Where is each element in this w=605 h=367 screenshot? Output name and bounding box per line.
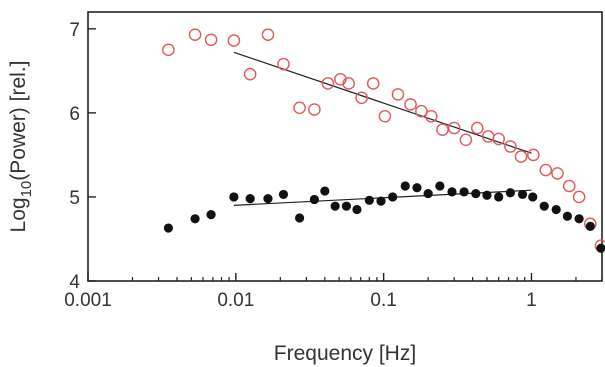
x-tick-label: 0.01 bbox=[217, 290, 254, 311]
open-circle-point bbox=[204, 33, 218, 47]
x-tick-label: 0.1 bbox=[370, 290, 396, 311]
data-markers bbox=[162, 28, 605, 253]
filled-circle-point bbox=[245, 194, 255, 204]
y-tick-label: 4 bbox=[69, 272, 80, 293]
filled-circle-point bbox=[190, 214, 200, 224]
open-circle-point bbox=[504, 140, 517, 153]
filled-circle-point bbox=[459, 187, 469, 197]
filled-circle-point bbox=[528, 192, 538, 202]
filled-circle-point bbox=[435, 181, 445, 191]
filled-circle-point bbox=[551, 204, 561, 215]
open-circle-point bbox=[227, 34, 241, 47]
x-axis-title: Frequency [Hz] bbox=[274, 342, 416, 365]
open-circle-point bbox=[342, 77, 355, 90]
open-circle-point bbox=[308, 103, 321, 116]
open-circle-point bbox=[551, 167, 564, 180]
open-circle-point bbox=[459, 133, 473, 147]
filled-circle-point bbox=[585, 221, 595, 231]
filled-circle-point bbox=[330, 201, 340, 211]
filled-circle-point bbox=[320, 186, 330, 196]
open-circle-point bbox=[243, 67, 257, 81]
filled-circle-point bbox=[482, 190, 492, 200]
open-circle-point bbox=[391, 88, 405, 101]
open-circle-point bbox=[188, 28, 202, 41]
open-circle-point bbox=[355, 91, 368, 105]
filled-circle-point bbox=[596, 243, 605, 253]
y-axis-title-main: Log bbox=[7, 197, 30, 232]
open-circle-point bbox=[277, 57, 290, 71]
filled-circle-point bbox=[364, 195, 374, 205]
filled-circle-point bbox=[341, 201, 352, 211]
open-circle-point bbox=[436, 123, 449, 136]
open-circle-point bbox=[492, 132, 505, 146]
filled-circle-point bbox=[352, 204, 362, 215]
y-axis-title: Log10(Power) [rel.] bbox=[7, 61, 35, 233]
filled-circle-point bbox=[574, 214, 584, 224]
y-axis-ticks: 4 5 6 7 bbox=[69, 20, 96, 293]
filled-circle-point bbox=[517, 189, 528, 200]
open-circle-point bbox=[378, 109, 392, 123]
y-axis-title-rest: (Power) [rel.] bbox=[7, 61, 30, 181]
filled-circle-point bbox=[423, 188, 433, 199]
x-axis-ticks: 0.001 0.01 0.1 1 bbox=[64, 273, 603, 311]
filled-circle-point bbox=[539, 201, 549, 211]
open-circle-point bbox=[321, 77, 335, 90]
open-circle-point bbox=[447, 121, 461, 135]
filled-circle-point bbox=[163, 223, 174, 233]
open-circle-point bbox=[415, 104, 428, 118]
open-circle-point bbox=[261, 28, 275, 41]
y-tick-label: 5 bbox=[69, 188, 80, 209]
filled-circle-point bbox=[494, 192, 504, 202]
filled-circle-point bbox=[471, 188, 481, 199]
y-tick-label: 6 bbox=[69, 104, 80, 125]
filled-circle-point bbox=[278, 189, 289, 200]
plot-area bbox=[87, 11, 603, 282]
filled-circle-point bbox=[447, 187, 457, 197]
open-circle-point bbox=[562, 179, 576, 193]
filled-circle-point bbox=[309, 194, 319, 205]
open-circle-point bbox=[424, 109, 438, 123]
open-circle-point bbox=[366, 77, 380, 90]
axes-frame bbox=[87, 11, 603, 282]
filled-circle-point bbox=[206, 209, 216, 220]
open-circle-point bbox=[470, 121, 484, 135]
open-circle-point bbox=[514, 150, 528, 163]
y-axis-title-subscript: 10 bbox=[18, 181, 35, 198]
x-tick-label: 1 bbox=[526, 290, 537, 311]
filled-circle-point bbox=[388, 192, 398, 202]
open-circle-point bbox=[162, 43, 175, 57]
filled-circle-point bbox=[294, 213, 305, 223]
x-tick-label: 0.001 bbox=[64, 290, 112, 311]
open-circle-point bbox=[572, 190, 586, 204]
fit-lines bbox=[233, 51, 532, 206]
y-tick-label: 7 bbox=[69, 20, 80, 41]
open-circle-point bbox=[539, 163, 553, 177]
filled-circle-point bbox=[376, 196, 386, 206]
open-circle-point bbox=[481, 130, 495, 143]
filled-circle-point bbox=[562, 211, 572, 221]
filled-circle-point bbox=[505, 188, 515, 198]
filled-circle-point bbox=[263, 194, 273, 204]
open-circle-point bbox=[527, 148, 540, 162]
filled-circle-point bbox=[412, 183, 422, 193]
open-circle-point bbox=[404, 98, 417, 111]
filled-circle-point bbox=[400, 181, 410, 191]
filled-circle-point bbox=[229, 192, 239, 202]
open-circle-point bbox=[293, 101, 306, 115]
